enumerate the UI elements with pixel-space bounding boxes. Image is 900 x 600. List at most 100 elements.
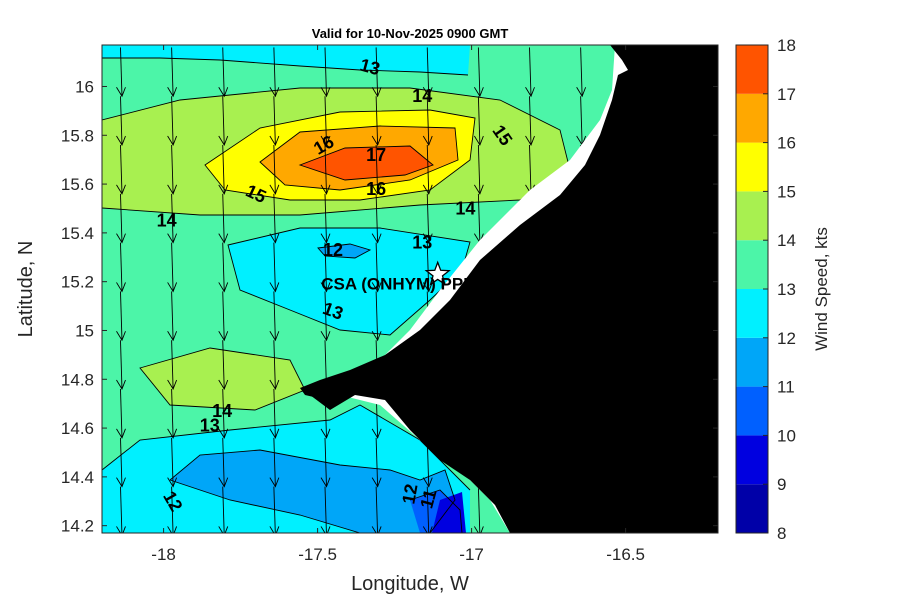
colorbar-band — [736, 484, 768, 533]
contour-lines — [102, 57, 571, 533]
y-tick-label: 15.8 — [61, 126, 94, 145]
contour-label: 11 — [416, 487, 440, 511]
colorbar-tick-label: 9 — [777, 475, 786, 494]
wind-band-12-13-central — [228, 228, 470, 335]
colorbar-band — [736, 142, 768, 192]
wind-vector-arrow — [218, 340, 229, 391]
station-marker[interactable]: CSA (ONHYM) PPL EP — [321, 260, 501, 293]
wind-vector-arrow — [320, 437, 331, 488]
colorbar-band — [736, 289, 768, 338]
wind-vector-arrow — [116, 291, 126, 342]
wind-vector-arrow — [116, 242, 126, 293]
wind-vector-arrow — [422, 47, 433, 98]
x-axis-ticks: -18 -17.5 -17 -16.5 — [151, 45, 645, 564]
station-label: CSA (ONHYM) PPL EP — [321, 274, 500, 293]
contour-line-12-central — [317, 243, 372, 259]
contour-label: 14 — [212, 401, 232, 421]
y-tick-label: 15 — [75, 321, 94, 340]
y-axis-ticks: 16 15.8 15.6 15.4 15.2 15 14.8 14.6 14.4 14.2 — [61, 77, 718, 536]
wind-vector-arrow — [371, 47, 382, 98]
wind-vector-arrow — [371, 437, 382, 488]
wind-vector-arrow — [269, 486, 280, 533]
contour-line-16 — [259, 125, 459, 191]
wind-vector-arrow — [269, 96, 280, 147]
wind-vector-arrow — [218, 242, 229, 293]
wind-vector-arrow — [422, 486, 433, 533]
contour-line-11 — [409, 489, 463, 533]
y-tick-label: 15.4 — [61, 224, 94, 243]
contour-label: 12 — [323, 240, 343, 260]
contour-line-12-south — [169, 449, 456, 533]
contour-line-14-north — [102, 87, 571, 216]
x-tick-label: -17.5 — [298, 545, 337, 564]
wind-vector-arrow — [167, 145, 178, 195]
wind-vector-arrow — [167, 486, 178, 533]
wind-vector-arrow — [167, 389, 178, 439]
contour-line-13-north — [102, 57, 469, 76]
wind-vector-arrow — [218, 47, 229, 98]
contour-label: 14 — [455, 198, 475, 218]
plot-frame — [101, 44, 719, 534]
colorbar-band — [736, 191, 768, 241]
y-tick-label: 14.4 — [61, 468, 94, 487]
wind-vector-arrow — [116, 389, 126, 439]
wind-vector-arrow — [116, 437, 126, 488]
colorbar-tick-label: 11 — [777, 378, 795, 397]
wind-vector-arrow — [576, 47, 587, 98]
y-tick-label: 15.6 — [61, 175, 94, 194]
colorbar-band — [736, 93, 768, 143]
wind-vector-arrow — [371, 242, 382, 293]
x-tick-label: -16.5 — [606, 545, 645, 564]
wind-band-9-10 — [432, 492, 466, 533]
wind-vector-arrow — [218, 145, 229, 195]
wind-vector-arrow — [269, 193, 280, 244]
station-star-icon — [424, 260, 451, 286]
wind-vector-arrow — [269, 389, 280, 439]
wind-vector-arrow — [320, 486, 331, 533]
wind-vector-arrow — [422, 145, 433, 195]
wind-vector-arrow — [116, 340, 126, 391]
wind-vector-arrow — [320, 242, 331, 293]
contour-label: 14 — [412, 86, 432, 106]
wind-vector-arrow — [218, 291, 229, 342]
colorbar-bands — [736, 45, 768, 533]
contour-label: 16 — [366, 179, 386, 199]
wind-vector-arrow — [371, 145, 382, 195]
colorbar-band — [736, 435, 768, 485]
wind-vector-arrow — [116, 47, 126, 98]
landmass[interactable] — [300, 45, 718, 533]
wind-vector-arrow — [525, 96, 535, 147]
y-tick-label: 15.2 — [61, 273, 94, 292]
wind-vector-arrow — [473, 47, 484, 98]
wind-vector-arrow — [473, 145, 484, 195]
contour-label: 17 — [366, 145, 386, 165]
wind-vector-arrow — [167, 291, 178, 342]
wind-vector-arrow — [218, 389, 229, 439]
colorbar-tick-label: 18 — [777, 36, 796, 55]
x-axis-label: Longitude, W — [351, 573, 469, 595]
wind-vector-arrow — [167, 437, 178, 488]
wind-vector-arrow — [320, 96, 331, 147]
y-tick-label: 14.6 — [61, 419, 94, 438]
colorbar-label: Wind Speed, kts — [812, 227, 831, 351]
contour-label: 13 — [358, 55, 383, 80]
wind-vector-arrow — [116, 486, 126, 533]
contour-label: 13 — [200, 416, 220, 436]
wind-vector-arrow — [473, 96, 484, 147]
wind-vector-arrow — [218, 193, 229, 244]
colorbar-band — [736, 386, 768, 436]
contour-line-17 — [298, 145, 434, 181]
wind-vector-arrow — [269, 340, 280, 391]
colorbar-tick-label: 14 — [777, 231, 796, 250]
wind-vector-arrow — [320, 145, 331, 195]
wind-vector-arrow — [167, 242, 178, 293]
wind-vector-arrow — [371, 193, 382, 244]
wind-vector-arrow — [218, 437, 229, 488]
wind-band-11-12-south — [170, 450, 455, 533]
wind-vector-arrow — [167, 340, 178, 391]
wind-vector-arrow — [116, 145, 126, 195]
wind-vector-arrow — [525, 47, 535, 98]
colorbar-tick-label: 12 — [777, 329, 796, 348]
